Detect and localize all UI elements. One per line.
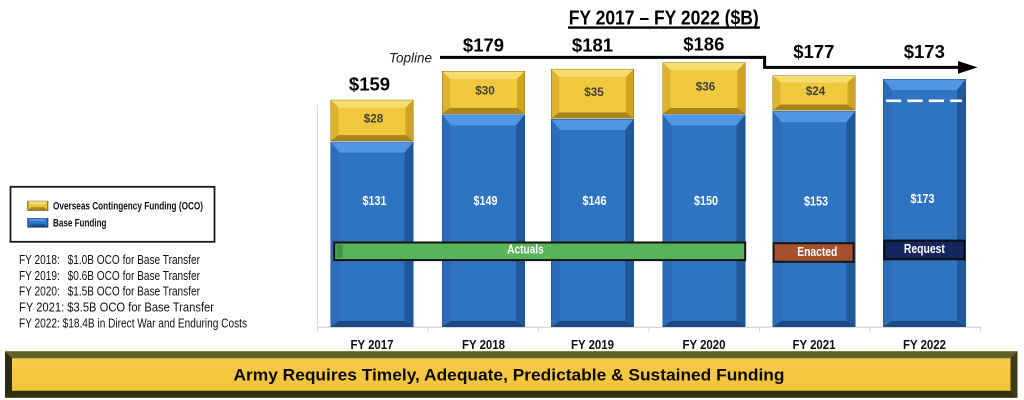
svg-text:$28: $28	[364, 112, 384, 126]
svg-text:Request: Request	[904, 242, 946, 256]
svg-text:Enacted: Enacted	[797, 245, 837, 259]
svg-text:FY 2021: FY 2021	[793, 338, 836, 352]
svg-text:FY 2017: FY 2017	[351, 338, 394, 352]
svg-text:Overseas Contingency Funding (: Overseas Contingency Funding (OCO)	[53, 200, 203, 212]
svg-text:$177: $177	[793, 41, 834, 62]
svg-text:$131: $131	[363, 194, 387, 208]
svg-text:$149: $149	[474, 194, 498, 208]
svg-text:$35: $35	[584, 85, 604, 99]
svg-text:Topline: Topline	[389, 50, 432, 65]
svg-text:$150: $150	[694, 194, 718, 208]
svg-text:FY 2022: FY 2022	[903, 338, 946, 352]
svg-text:$153: $153	[804, 195, 828, 209]
svg-text:$173: $173	[911, 192, 935, 206]
svg-text:FY 2017 – FY 2022 ($B): FY 2017 – FY 2022 ($B)	[569, 8, 759, 30]
svg-text:$173: $173	[904, 41, 945, 62]
svg-text:$146: $146	[583, 194, 607, 208]
svg-text:$159: $159	[349, 74, 390, 95]
svg-text:FY 2018: $1.0B OCO for Base T: FY 2018: $1.0B OCO for Base Transfer	[19, 253, 200, 267]
svg-text:FY 2019: $0.6B OCO for Base T: FY 2019: $0.6B OCO for Base Transfer	[19, 269, 200, 283]
svg-text:FY 2020: FY 2020	[683, 338, 726, 352]
svg-text:FY 2019: FY 2019	[571, 338, 614, 352]
svg-text:$179: $179	[463, 34, 504, 55]
svg-text:Actuals: Actuals	[507, 243, 544, 257]
svg-text:$186: $186	[683, 34, 724, 55]
svg-text:$181: $181	[572, 34, 613, 55]
svg-text:Base Funding: Base Funding	[53, 218, 107, 230]
svg-text:Army Requires Timely, Adequate: Army Requires Timely, Adequate, Predicta…	[234, 366, 785, 384]
svg-text:FY 2021: $3.5B OCO for Base Tr: FY 2021: $3.5B OCO for Base Transfer	[19, 300, 214, 314]
svg-text:FY 2018: FY 2018	[462, 338, 505, 352]
svg-text:$36: $36	[696, 79, 716, 93]
svg-text:FY 2020: $1.5B OCO for Base T: FY 2020: $1.5B OCO for Base Transfer	[19, 285, 200, 299]
svg-text:FY 2022: $18.4B in Direct War: FY 2022: $18.4B in Direct War and Enduri…	[19, 316, 247, 330]
svg-text:$24: $24	[806, 84, 826, 98]
svg-text:$30: $30	[475, 84, 495, 98]
